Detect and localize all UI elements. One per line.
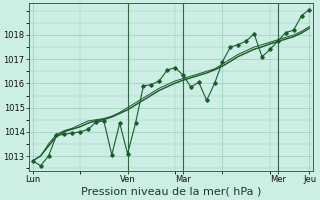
X-axis label: Pression niveau de la mer( hPa ): Pression niveau de la mer( hPa ): [81, 187, 261, 197]
